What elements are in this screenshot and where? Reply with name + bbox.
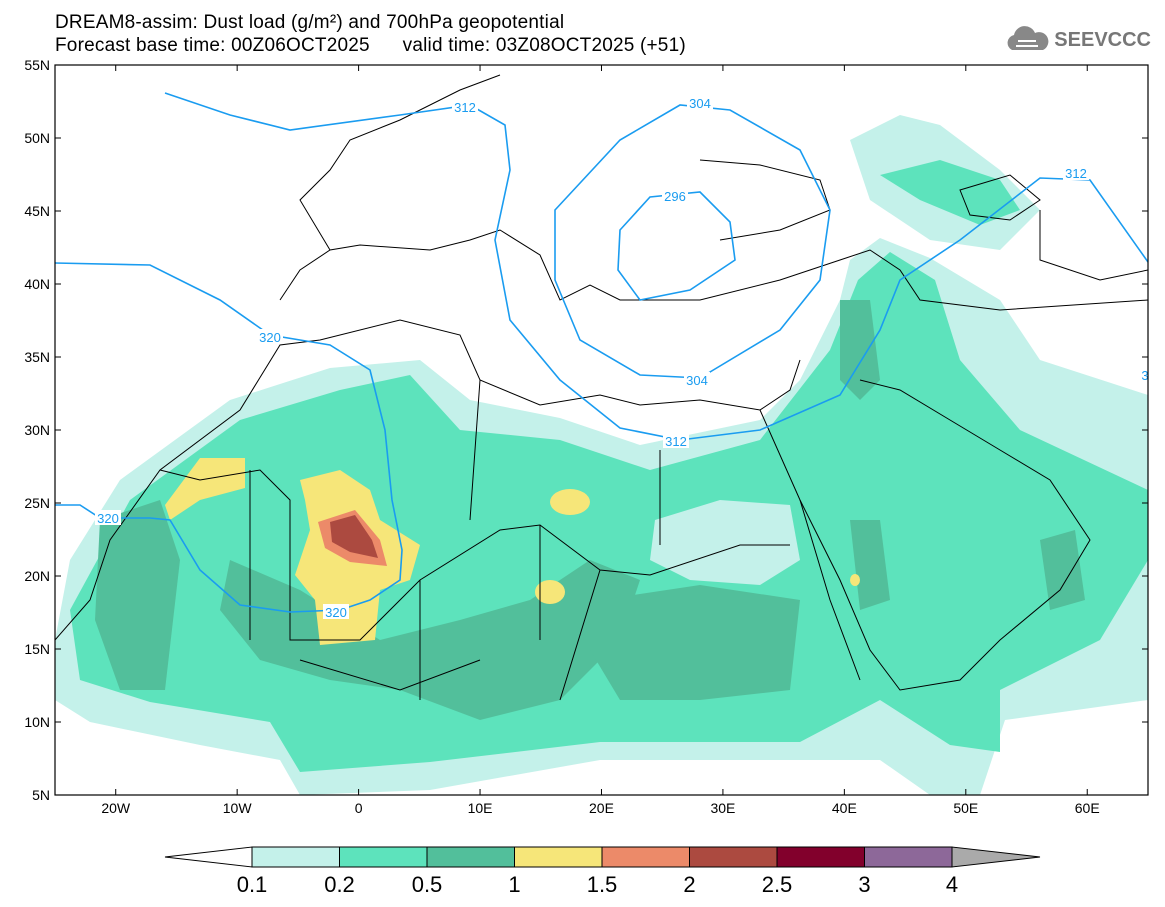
legend-tick-label: 2.5 xyxy=(762,872,793,897)
contour-label: 312 xyxy=(454,100,476,115)
lat-label: 15N xyxy=(24,641,50,657)
lon-label: 10W xyxy=(223,800,253,816)
cloud-icon xyxy=(1007,26,1049,50)
lat-label: 35N xyxy=(24,349,50,365)
contour-label: 320 xyxy=(97,511,119,526)
lat-label: 45N xyxy=(24,203,50,219)
lon-label: 40E xyxy=(832,800,857,816)
lat-label: 30N xyxy=(24,422,50,438)
lat-label: 25N xyxy=(24,495,50,511)
dust-level-0.5 xyxy=(95,300,1085,720)
legend-swatch xyxy=(776,846,865,868)
legend-swatch xyxy=(689,846,778,868)
legend-tick-label: 3 xyxy=(858,872,870,897)
lat-label: 50N xyxy=(24,130,50,146)
lat-label: 5N xyxy=(32,787,50,803)
contour-label: 312 xyxy=(665,434,687,449)
contour-label: 320 xyxy=(325,605,347,620)
legend-tick-label: 0.2 xyxy=(324,872,355,897)
contour-label: 3 xyxy=(1141,368,1148,383)
legend-swatch xyxy=(514,846,603,868)
legend-swatch xyxy=(426,846,515,868)
lat-label: 40N xyxy=(24,276,50,292)
lat-label: 55N xyxy=(24,57,50,73)
logo-text: SEEVCCC xyxy=(1054,28,1151,51)
lon-label: 20E xyxy=(589,800,614,816)
lon-label: 60E xyxy=(1075,800,1100,816)
legend-tick-label: 2 xyxy=(683,872,695,897)
coastlines xyxy=(55,74,1148,701)
legend-swatch xyxy=(339,846,428,868)
lon-label: 20W xyxy=(101,800,131,816)
contour-label: 304 xyxy=(686,373,708,388)
lat-label: 20N xyxy=(24,568,50,584)
legend-tick-label: 4 xyxy=(946,872,958,897)
lon-label: 10E xyxy=(468,800,493,816)
contour-296 xyxy=(617,191,736,301)
contour-labels: 312 312 312 304 304 296 320 320 320 3 xyxy=(95,95,1158,620)
lon-label: 30E xyxy=(710,800,735,816)
contour-304 xyxy=(554,104,831,379)
lon-label: 50E xyxy=(953,800,978,816)
base-time: Forecast base time: 00Z06OCT2025 xyxy=(55,35,370,56)
dust-clear-patch xyxy=(650,500,800,585)
map-title: DREAM8-assim: Dust load (g/m²) and 700hP… xyxy=(55,12,565,33)
dust-level-2 xyxy=(330,515,378,558)
contour-label: 304 xyxy=(689,96,711,111)
legend-tick-label: 0.1 xyxy=(237,872,268,897)
lon-label: 0 xyxy=(355,800,363,816)
map-subtitle: Forecast base time: 00Z06OCT2025 valid t… xyxy=(55,35,686,57)
legend-tick-label: 1.5 xyxy=(587,872,618,897)
contour-label: 320 xyxy=(259,330,281,345)
legend-tick-label: 0.5 xyxy=(412,872,443,897)
contour-312 xyxy=(164,92,1148,441)
legend-arrow-low xyxy=(164,846,253,868)
valid-time: valid time: 03Z08OCT2025 (+51) xyxy=(402,35,686,56)
legend-arrow-high xyxy=(951,846,1041,868)
seevccc-logo: SEEVCCC xyxy=(1004,26,1151,54)
colorbar-legend: 0.1 0.2 0.5 1 1.5 2 2.5 3 4 xyxy=(164,846,1041,897)
legend-swatch xyxy=(864,846,953,868)
legend-swatch xyxy=(251,846,340,868)
contour-label: 312 xyxy=(1065,166,1087,181)
legend-tick-label: 1 xyxy=(508,872,520,897)
legend-swatch xyxy=(601,846,690,868)
map-axes: 55N 50N 45N 40N 35N 30N 25N 20N 15N 10N 5N 20W 10W 0 1… xyxy=(24,57,1148,816)
contour-label: 296 xyxy=(664,189,686,204)
lat-label: 10N xyxy=(24,714,50,730)
